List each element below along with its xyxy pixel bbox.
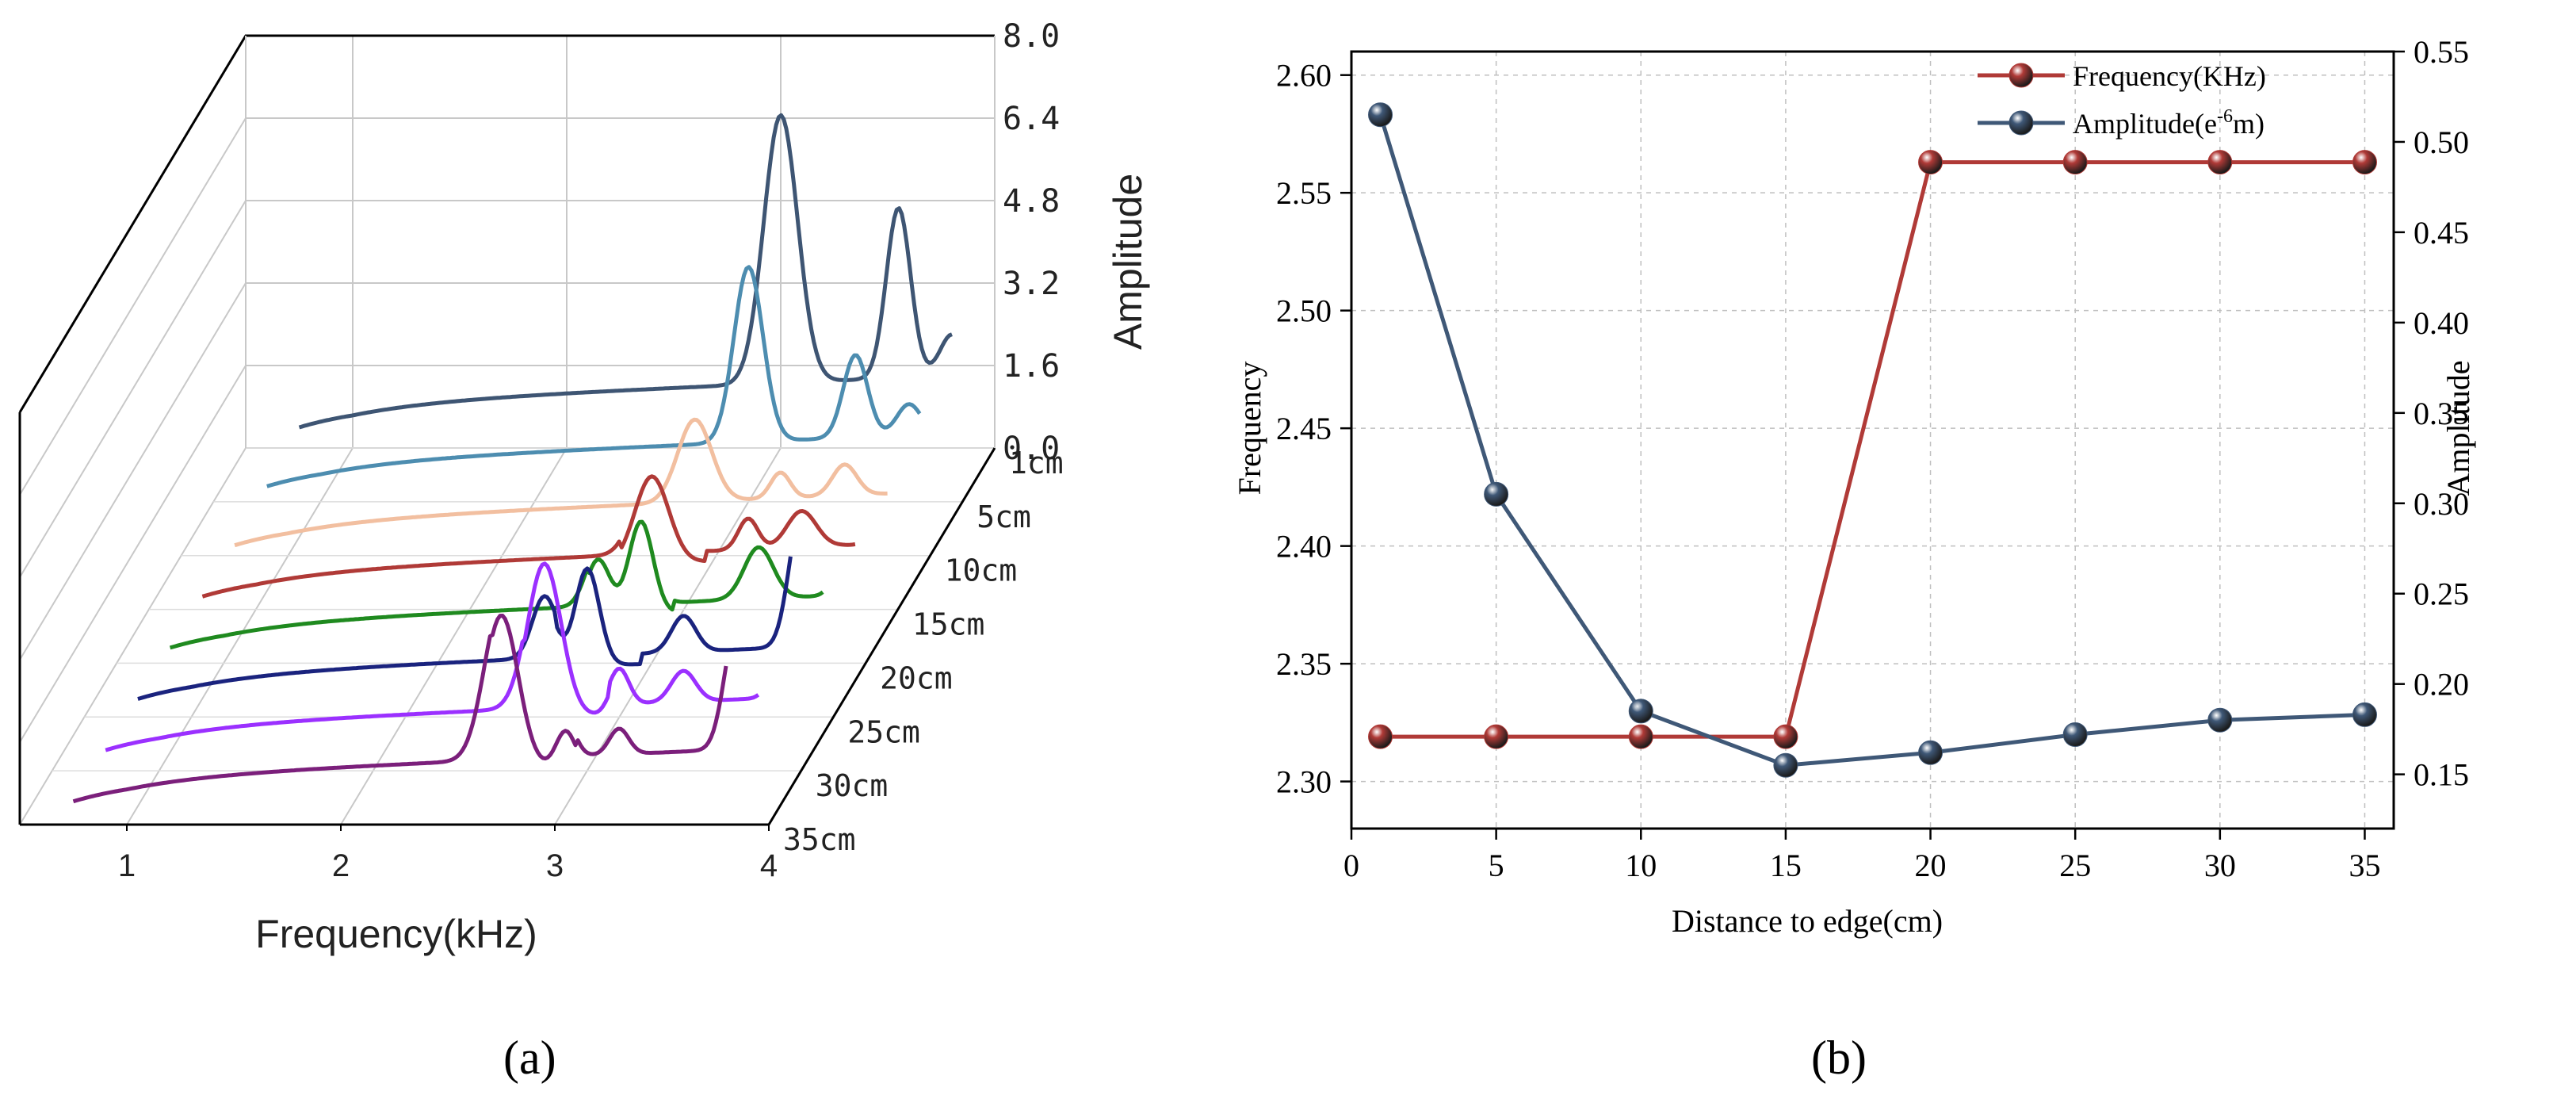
b-marker (2062, 722, 2088, 747)
a-xtick-label: 3 (546, 848, 564, 883)
b-marker (1628, 699, 1653, 724)
b-marker (2207, 150, 2233, 175)
a-xtick-label: 2 (332, 848, 350, 883)
b-marker (2352, 702, 2377, 727)
b-legend-marker (2008, 110, 2034, 136)
a-depth-label: 10cm (945, 553, 1018, 588)
a-series-line-5cm (266, 265, 922, 488)
a-xtick-label: 4 (760, 848, 778, 883)
chart-b-legend: Frequency(KHz) Amplitude(e-6m) (1978, 60, 2266, 140)
b-y2tick-label: 0.30 (2414, 486, 2469, 522)
b-ytick-label: 2.45 (1276, 411, 1332, 446)
chart-b-series (1368, 102, 2377, 778)
a-xtick-label: 1 (118, 848, 136, 883)
b-ytick-label: 2.40 (1276, 529, 1332, 565)
chart-a-frame (18, 34, 996, 826)
a-series-line-20cm (169, 519, 824, 650)
b-y2tick-label: 0.45 (2414, 215, 2469, 251)
b-legend-label: Amplitude(e-6m) (2073, 106, 2265, 140)
a-frame-top-edge (18, 34, 995, 413)
b-xtick-label: 35 (2349, 848, 2380, 883)
chart-a-zlabel: Amplitude (1106, 174, 1150, 350)
panel-label-a: (a) (503, 1032, 556, 1084)
a-depth-label: 15cm (912, 607, 985, 642)
b-ytick-label: 2.55 (1276, 175, 1332, 211)
a-floor-gridline (126, 447, 354, 825)
b-y2tick-label: 0.15 (2414, 757, 2469, 793)
b-ytick-label: 2.50 (1276, 293, 1332, 329)
b-marker (2062, 150, 2088, 175)
b-xtick-label: 25 (2059, 848, 2091, 883)
b-y2tick-label: 0.25 (2414, 576, 2469, 612)
b-xtick-label: 30 (2204, 848, 2236, 883)
a-ztick-label: 6.4 (1003, 101, 1060, 137)
a-sidewall-gridline (19, 447, 247, 825)
a-ztick-label: 4.8 (1003, 183, 1060, 220)
a-sidewall-gridline (19, 365, 247, 743)
chart-b-ylabel: Frequency (1232, 362, 1267, 496)
a-frame-right-edge (767, 447, 996, 825)
b-legend-marker (2008, 63, 2034, 88)
a-sidewall-gridline (19, 200, 247, 578)
b-ytick-label: 2.60 (1276, 58, 1332, 94)
a-depth-label: 35cm (783, 822, 856, 857)
b-marker (1484, 481, 1509, 507)
a-depth-label: 20cm (880, 660, 953, 695)
a-series-line-10cm (234, 417, 888, 548)
a-ztick-label: 1.6 (1003, 348, 1060, 385)
a-depth-label: 30cm (816, 768, 889, 803)
a-floor-gridline (340, 447, 568, 825)
chart-a-xlabel: Frequency(kHz) (255, 912, 537, 956)
a-ztick-label: 0.0 (1003, 431, 1060, 467)
b-xtick-label: 15 (1770, 848, 1802, 883)
chart-b-xlabel: Distance to edge(cm) (1672, 903, 1943, 939)
b-marker (1368, 102, 1393, 128)
b-series-line-0 (1380, 160, 2365, 739)
b-y2tick-label: 0.40 (2414, 305, 2469, 341)
b-y2tick-label: 0.50 (2414, 124, 2469, 160)
b-marker (1773, 752, 1798, 778)
b-plot-frame (1350, 50, 2395, 830)
b-y2tick-label: 0.35 (2414, 396, 2469, 431)
a-series-line-1cm (298, 113, 953, 430)
a-ztick-label: 3.2 (1003, 266, 1060, 302)
b-xtick-label: 10 (1625, 848, 1657, 883)
b-marker (1918, 150, 1943, 175)
a-sidewall-gridline (19, 117, 247, 496)
b-marker (1918, 740, 1943, 765)
b-marker (1484, 724, 1509, 749)
chart-b-grid (1351, 52, 2394, 829)
chart-b-axes: 0 5 10 15 20 25 30 35 2.30 2.35 2.40 2.45 2.50 2.55 2.… (1276, 34, 2469, 883)
a-series-line-15cm (201, 474, 856, 599)
a-ztick-label: 8.0 (1003, 18, 1060, 55)
b-y2tick-label: 0.20 (2414, 667, 2469, 702)
a-depth-label: 1cm (1009, 446, 1064, 480)
b-marker (1773, 724, 1798, 749)
chart-a-series (72, 113, 953, 804)
b-ytick-label: 2.30 (1276, 764, 1332, 800)
chart-b-y2label: Amplitude (2440, 360, 2476, 496)
panel-label-b: (b) (1811, 1032, 1867, 1084)
b-marker (2207, 707, 2233, 733)
a-depth-label: 5cm (977, 500, 1031, 534)
a-sidewall-gridline (19, 282, 247, 660)
b-marker (1368, 724, 1393, 749)
b-xtick-label: 5 (1489, 848, 1504, 883)
b-ytick-label: 2.35 (1276, 646, 1332, 682)
b-legend-label: Frequency(KHz) (2073, 60, 2266, 92)
a-series-line-35cm (72, 614, 728, 804)
b-marker (2352, 150, 2377, 175)
b-series-line-1 (1378, 114, 2365, 768)
b-marker (1628, 724, 1653, 749)
b-y2tick-label: 0.55 (2414, 34, 2469, 70)
b-xtick-label: 0 (1343, 848, 1359, 883)
a-series-line-30cm (105, 561, 760, 752)
a-depth-label: 25cm (847, 714, 920, 749)
a-series-line-25cm (137, 556, 793, 701)
b-xtick-label: 20 (1915, 848, 1947, 883)
